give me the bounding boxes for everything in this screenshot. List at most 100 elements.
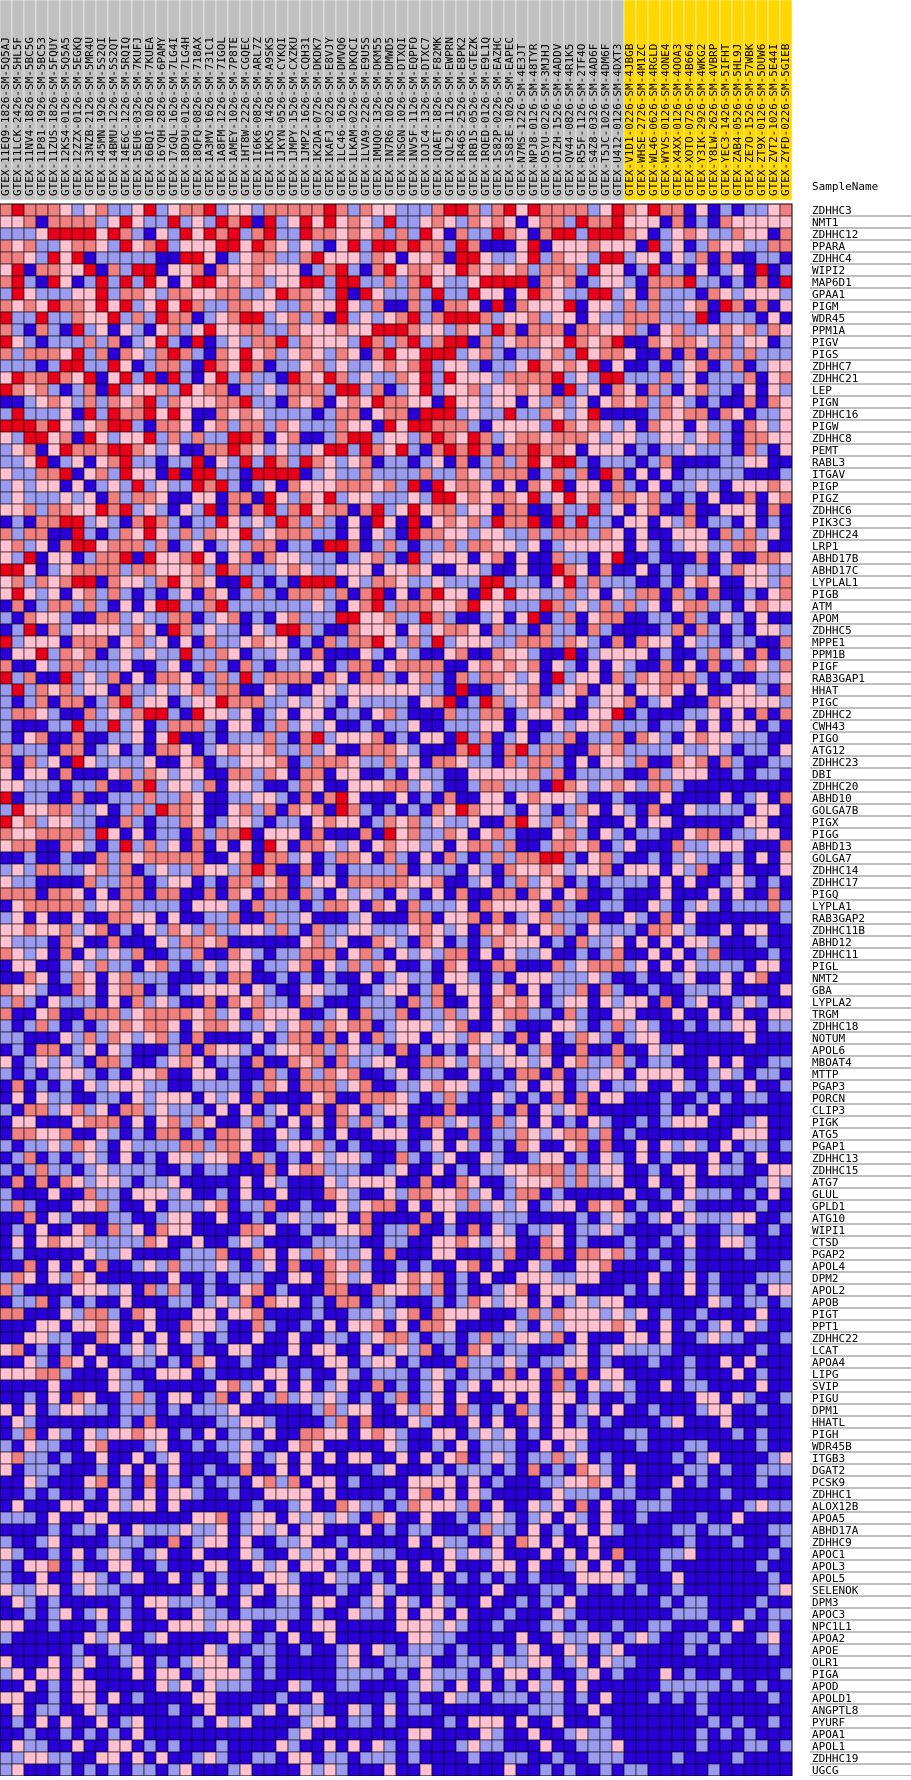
heatmap-cell [659, 695, 673, 709]
heatmap-cell [287, 239, 301, 253]
heatmap-cell [215, 995, 229, 1009]
heatmap-cell [767, 863, 781, 877]
heatmap-cell [143, 407, 157, 421]
heatmap-cell [443, 479, 457, 493]
heatmap-cell [167, 743, 181, 757]
heatmap-cell [251, 599, 265, 613]
heatmap-cell [551, 983, 565, 997]
heatmap-cell [167, 371, 181, 385]
heatmap-cell [299, 347, 313, 361]
heatmap-cell [563, 491, 577, 505]
heatmap-cell [371, 827, 385, 841]
heatmap-cell [755, 383, 769, 397]
heatmap-cell [695, 455, 709, 469]
heatmap-cell [59, 839, 73, 853]
heatmap-cell [407, 647, 421, 661]
heatmap-cell [635, 215, 649, 229]
heatmap-cell [107, 1067, 121, 1081]
heatmap-cell [707, 683, 721, 697]
heatmap-cell [23, 755, 37, 769]
heatmap-cell [431, 863, 445, 877]
heatmap-cell [635, 719, 649, 733]
heatmap-cell [515, 671, 529, 685]
heatmap-cell [227, 347, 241, 361]
heatmap-cell [479, 335, 493, 349]
heatmap-cell [755, 575, 769, 589]
heatmap-cell [755, 299, 769, 313]
heatmap-cell [359, 647, 373, 661]
heatmap-cell [275, 251, 289, 265]
heatmap-cell [11, 851, 25, 865]
heatmap-cell [479, 239, 493, 253]
heatmap-cell [479, 227, 493, 241]
heatmap-cell [767, 527, 781, 541]
heatmap-cell [203, 431, 217, 445]
heatmap-cell [551, 923, 565, 937]
heatmap-cell [131, 407, 145, 421]
heatmap-cell [167, 1055, 181, 1069]
heatmap-cell [695, 623, 709, 637]
heatmap-cell [563, 407, 577, 421]
heatmap-cell [587, 215, 601, 229]
column-label: GTEX-WHSE-2726-SM-4M1ZC [635, 44, 648, 196]
heatmap-cell [503, 1031, 517, 1045]
heatmap-cell [419, 563, 433, 577]
heatmap-cell [671, 587, 685, 601]
heatmap-cell [143, 935, 157, 949]
heatmap-cell [563, 671, 577, 685]
heatmap-cell [587, 611, 601, 625]
heatmap-cell [443, 743, 457, 757]
heatmap-cell [23, 539, 37, 553]
heatmap-cell [515, 731, 529, 745]
heatmap-cell [695, 287, 709, 301]
heatmap-cell [659, 935, 673, 949]
heatmap-cell [527, 563, 541, 577]
heatmap-cell [47, 311, 61, 325]
heatmap-cell [779, 899, 793, 913]
heatmap-cell [383, 275, 397, 289]
heatmap-cell [419, 1007, 433, 1021]
heatmap-cell [419, 251, 433, 265]
heatmap-cell [191, 323, 205, 337]
heatmap-cell [59, 551, 73, 565]
heatmap-cell [83, 1067, 97, 1081]
heatmap-cell [275, 827, 289, 841]
heatmap-cell [515, 287, 529, 301]
heatmap-cell [107, 611, 121, 625]
heatmap-cell [167, 311, 181, 325]
heatmap-cell [539, 503, 553, 517]
heatmap-cell [203, 299, 217, 313]
heatmap-cell [119, 1031, 133, 1045]
heatmap-cell [347, 275, 361, 289]
heatmap-cell [251, 815, 265, 829]
heatmap-cell [131, 359, 145, 373]
heatmap-cell [167, 791, 181, 805]
heatmap-cell [503, 743, 517, 757]
heatmap-cell [323, 443, 337, 457]
heatmap-cell [215, 1067, 229, 1081]
heatmap-cell [95, 959, 109, 973]
heatmap-cell [83, 287, 97, 301]
heatmap-cell [203, 671, 217, 685]
heatmap-cell [35, 983, 49, 997]
heatmap-cell [539, 743, 553, 757]
heatmap-cell [59, 275, 73, 289]
heatmap-cell [671, 263, 685, 277]
heatmap-cell [683, 707, 697, 721]
heatmap-cell [515, 1019, 529, 1033]
heatmap-cell [611, 443, 625, 457]
heatmap-cell [0, 443, 13, 457]
heatmap-cell [359, 707, 373, 721]
heatmap-cell [11, 707, 25, 721]
heatmap-cell [551, 311, 565, 325]
heatmap-cell [587, 863, 601, 877]
heatmap-cell [347, 947, 361, 961]
heatmap-cell [347, 671, 361, 685]
heatmap-cell [395, 923, 409, 937]
heatmap-cell [647, 395, 661, 409]
heatmap-cell [443, 683, 457, 697]
heatmap-cell [287, 719, 301, 733]
column-label: GTEX-1LVA9-2226-SM-E9U5S [359, 37, 372, 196]
heatmap-cell [719, 587, 733, 601]
heatmap-cell [275, 479, 289, 493]
